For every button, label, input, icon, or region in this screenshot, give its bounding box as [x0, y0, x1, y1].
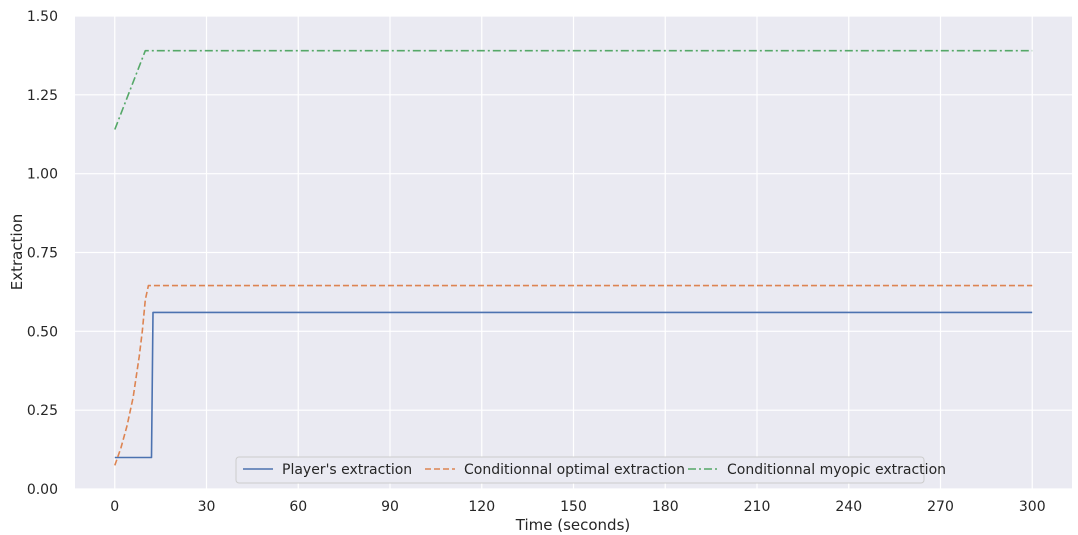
- legend-label-0: Player's extraction: [282, 462, 412, 478]
- y-tick-label: 0.00: [27, 482, 58, 498]
- y-tick-label: 0.25: [27, 403, 58, 419]
- legend-label-1: Conditionnal optimal extraction: [464, 462, 685, 478]
- y-tick-label: 1.00: [27, 167, 58, 183]
- x-tick-label: 60: [289, 499, 307, 515]
- legend-label-2: Conditionnal myopic extraction: [727, 462, 946, 478]
- x-tick-label: 300: [1019, 499, 1046, 515]
- x-tick-label: 90: [381, 499, 399, 515]
- x-tick-label: 270: [927, 499, 954, 515]
- x-tick-label: 210: [744, 499, 771, 515]
- y-tick-label: 1.50: [27, 9, 58, 25]
- x-tick-label: 240: [835, 499, 862, 515]
- x-tick-label: 0: [110, 499, 119, 515]
- x-tick-label: 120: [468, 499, 495, 515]
- y-tick-label: 0.50: [27, 324, 58, 340]
- x-axis-ticks: 0 30 60 90 120 150 180 210 240 270 300: [110, 499, 1045, 515]
- y-tick-label: 1.25: [27, 88, 58, 104]
- x-tick-label: 180: [652, 499, 679, 515]
- y-tick-label: 0.75: [27, 246, 58, 262]
- x-axis-label: Time (seconds): [515, 516, 631, 534]
- y-axis-ticks: 0.00 0.25 0.50 0.75 1.00 1.25 1.50: [27, 9, 58, 498]
- legend: Player's extraction Conditionnal optimal …: [236, 457, 946, 483]
- x-tick-label: 30: [198, 499, 216, 515]
- x-tick-label: 150: [560, 499, 587, 515]
- y-axis-label: Extraction: [8, 214, 26, 291]
